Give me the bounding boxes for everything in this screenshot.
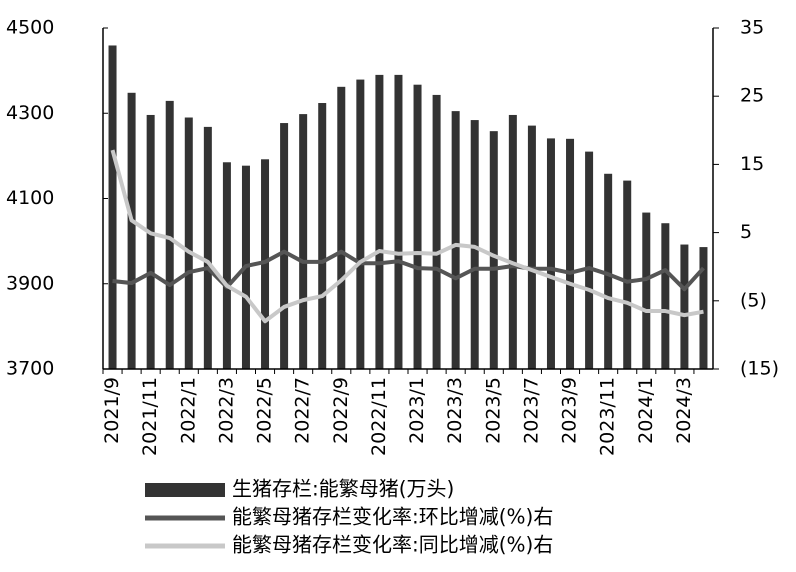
bar xyxy=(394,74,403,369)
bar xyxy=(508,114,517,369)
bar xyxy=(604,173,613,369)
y2-tick-label: (5) xyxy=(740,289,767,311)
y-tick-label: 4100 xyxy=(6,187,54,209)
x-tick-label: 2021/9 xyxy=(101,377,123,444)
bar xyxy=(432,94,441,369)
x-tick-label: 2023/9 xyxy=(559,377,581,444)
y-tick-label: 3900 xyxy=(6,272,54,294)
bar xyxy=(165,100,174,370)
bar xyxy=(661,223,670,369)
bar xyxy=(108,45,117,369)
x-tick-label: 2024/3 xyxy=(673,377,695,444)
bar xyxy=(489,131,498,369)
bar xyxy=(127,92,136,369)
bar xyxy=(623,180,632,369)
bar xyxy=(184,117,193,369)
y-tick-label: 4500 xyxy=(6,17,54,39)
legend-swatch xyxy=(145,483,225,497)
x-tick-label: 2023/7 xyxy=(520,377,542,444)
y2-tick-label: (15) xyxy=(740,358,779,380)
x-tick-label: 2023/3 xyxy=(444,377,466,444)
x-tick-label: 2023/1 xyxy=(406,377,428,444)
y-tick-label: 3700 xyxy=(6,358,54,380)
x-tick-label: 2022/9 xyxy=(330,377,352,444)
bar xyxy=(699,247,708,369)
x-tick-label: 2022/1 xyxy=(177,377,199,444)
bar xyxy=(566,138,575,369)
y2-tick-label: 25 xyxy=(740,85,764,107)
bar xyxy=(642,212,651,369)
x-tick-label: 2022/11 xyxy=(368,377,390,456)
bar xyxy=(299,114,308,369)
legend-label: 能繁母猪存栏变化率:环比增减(%)右 xyxy=(232,505,553,529)
y-tick-label: 4300 xyxy=(6,102,54,124)
x-tick-label: 2022/7 xyxy=(292,377,314,444)
x-tick-label: 2023/5 xyxy=(482,377,504,444)
bar xyxy=(680,244,689,369)
x-tick-label: 2024/1 xyxy=(635,377,657,444)
bar xyxy=(318,103,327,370)
bar xyxy=(222,162,231,369)
legend-label: 生猪存栏:能繁母猪(万头) xyxy=(232,477,454,501)
y2-tick-label: 15 xyxy=(740,153,764,175)
bar xyxy=(546,138,555,369)
x-tick-label: 2021/11 xyxy=(139,377,161,456)
bar xyxy=(261,159,270,369)
bar xyxy=(337,86,346,369)
x-tick-label: 2022/5 xyxy=(254,377,276,444)
line-series xyxy=(110,149,704,324)
bar xyxy=(413,84,422,369)
bar xyxy=(146,114,155,369)
bar xyxy=(375,74,384,369)
bar xyxy=(280,123,289,370)
x-tick-label: 2023/11 xyxy=(597,377,619,456)
bar xyxy=(527,125,536,369)
y2-tick-label: 5 xyxy=(740,221,752,243)
bar xyxy=(203,126,212,369)
line-series xyxy=(112,249,705,292)
bar xyxy=(356,79,365,370)
x-tick-label: 2022/3 xyxy=(215,377,237,444)
bar xyxy=(451,111,460,370)
y2-tick-label: 35 xyxy=(740,17,764,39)
legend-label: 能繁母猪存栏变化率:同比增减(%)右 xyxy=(232,533,553,557)
bar xyxy=(585,151,594,369)
bar xyxy=(470,120,479,369)
